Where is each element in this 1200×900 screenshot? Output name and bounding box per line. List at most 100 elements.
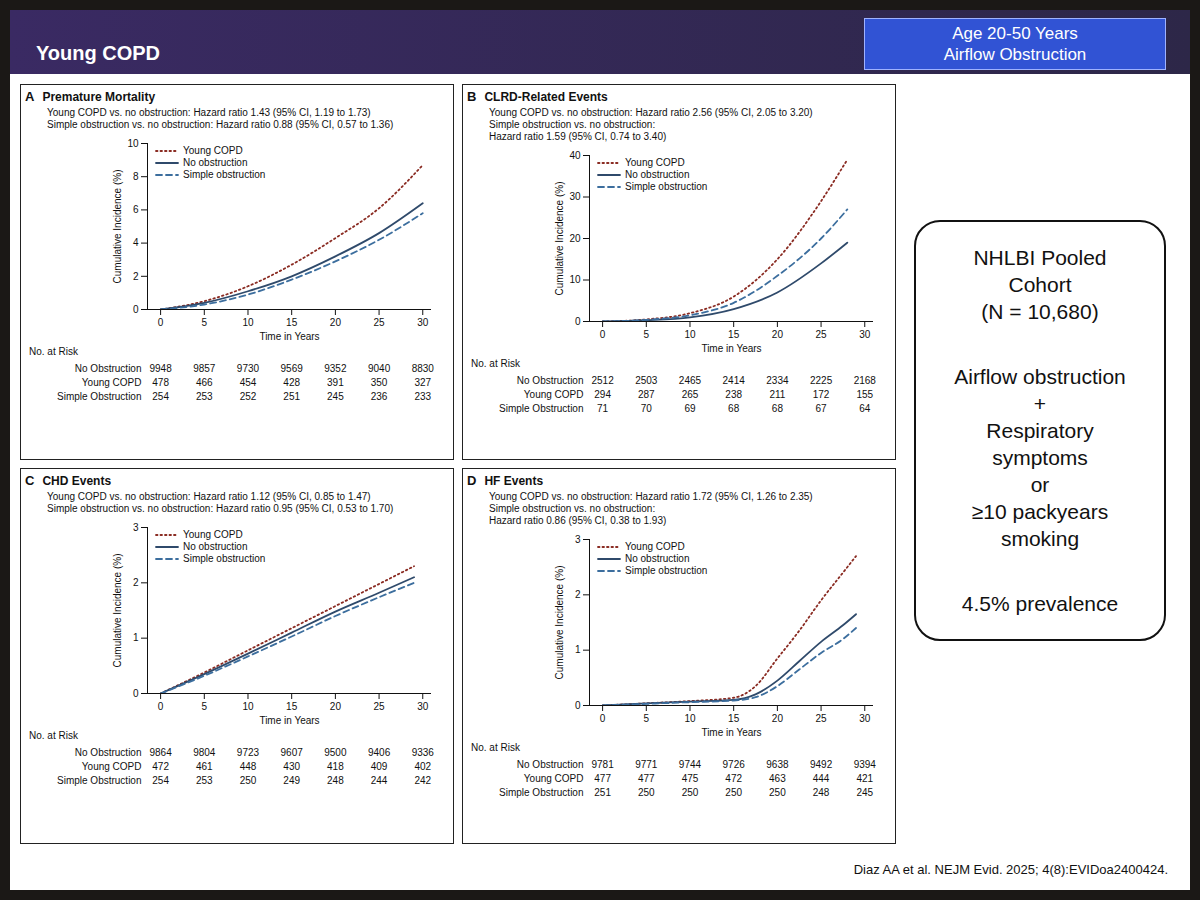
svg-text:172: 172 (813, 389, 830, 400)
svg-text:No Obstruction: No Obstruction (75, 747, 142, 758)
svg-text:287: 287 (638, 389, 655, 400)
svg-text:71: 71 (597, 403, 609, 414)
svg-text:9352: 9352 (324, 363, 347, 374)
svg-text:10: 10 (684, 329, 696, 340)
svg-text:0: 0 (600, 329, 606, 340)
svg-text:Simple Obstruction: Simple Obstruction (499, 403, 583, 414)
svg-text:Cumulative Incidence (%): Cumulative Incidence (%) (554, 182, 565, 296)
svg-text:10: 10 (569, 274, 581, 285)
svg-text:409: 409 (371, 761, 388, 772)
svg-text:Time in Years: Time in Years (259, 715, 319, 726)
svg-text:245: 245 (856, 787, 873, 798)
svg-text:350: 350 (371, 377, 388, 388)
svg-text:25: 25 (374, 701, 386, 712)
svg-text:30: 30 (569, 191, 581, 202)
svg-text:9781: 9781 (591, 759, 614, 770)
svg-text:6: 6 (133, 204, 139, 215)
svg-text:30: 30 (417, 317, 429, 328)
svg-text:242: 242 (414, 775, 431, 786)
svg-text:428: 428 (283, 377, 300, 388)
svg-text:0: 0 (158, 701, 164, 712)
svg-text:327: 327 (414, 377, 431, 388)
svg-text:2168: 2168 (854, 375, 877, 386)
svg-text:Simple Obstruction: Simple Obstruction (499, 787, 583, 798)
svg-text:5: 5 (202, 701, 208, 712)
svg-text:9771: 9771 (635, 759, 658, 770)
svg-text:Time in Years: Time in Years (701, 727, 761, 738)
svg-text:3: 3 (133, 522, 139, 533)
svg-text:444: 444 (813, 773, 830, 784)
svg-text:236: 236 (371, 391, 388, 402)
svg-text:Cumulative Incidence (%): Cumulative Incidence (%) (554, 566, 565, 680)
svg-text:211: 211 (769, 389, 785, 400)
svg-text:252: 252 (240, 391, 257, 402)
svg-text:30: 30 (859, 713, 871, 724)
svg-text:9744: 9744 (679, 759, 702, 770)
svg-text:9500: 9500 (324, 747, 347, 758)
svg-text:402: 402 (414, 761, 431, 772)
svg-text:20: 20 (330, 701, 342, 712)
svg-text:454: 454 (240, 377, 257, 388)
svg-text:Simple Obstruction: Simple Obstruction (57, 775, 141, 786)
svg-text:2334: 2334 (766, 375, 789, 386)
svg-text:244: 244 (371, 775, 388, 786)
svg-text:253: 253 (196, 391, 213, 402)
svg-text:Young COPD: Young COPD (82, 377, 142, 388)
svg-text:Young COPD: Young COPD (524, 773, 584, 784)
svg-text:Cumulative Incidence (%): Cumulative Incidence (%) (112, 170, 123, 284)
svg-text:30: 30 (859, 329, 871, 340)
svg-text:5: 5 (644, 713, 650, 724)
svg-text:421: 421 (856, 773, 873, 784)
svg-text:155: 155 (856, 389, 873, 400)
svg-text:5: 5 (202, 317, 208, 328)
svg-text:478: 478 (152, 377, 169, 388)
svg-text:8: 8 (133, 171, 139, 182)
svg-text:250: 250 (769, 787, 786, 798)
svg-text:248: 248 (813, 787, 830, 798)
svg-text:9336: 9336 (412, 747, 435, 758)
svg-text:2225: 2225 (810, 375, 833, 386)
svg-text:9040: 9040 (368, 363, 391, 374)
svg-text:9948: 9948 (149, 363, 172, 374)
svg-text:2512: 2512 (591, 375, 614, 386)
svg-text:Young COPD: Young COPD (82, 761, 142, 772)
svg-text:249: 249 (283, 775, 300, 786)
svg-text:0: 0 (575, 700, 581, 711)
svg-text:68: 68 (728, 403, 740, 414)
svg-text:251: 251 (594, 787, 611, 798)
svg-text:253: 253 (196, 775, 213, 786)
svg-text:20: 20 (772, 713, 784, 724)
svg-text:475: 475 (682, 773, 699, 784)
svg-text:477: 477 (638, 773, 655, 784)
svg-text:Time in Years: Time in Years (701, 343, 761, 354)
svg-text:9730: 9730 (237, 363, 260, 374)
svg-text:430: 430 (283, 761, 300, 772)
svg-text:294: 294 (594, 389, 611, 400)
svg-text:9857: 9857 (193, 363, 216, 374)
svg-text:391: 391 (327, 377, 344, 388)
svg-text:No Obstruction: No Obstruction (75, 363, 142, 374)
svg-text:3: 3 (575, 534, 581, 545)
svg-text:2: 2 (133, 577, 139, 588)
svg-text:5: 5 (644, 329, 650, 340)
svg-text:254: 254 (152, 775, 169, 786)
svg-text:64: 64 (859, 403, 871, 414)
svg-text:2: 2 (575, 589, 581, 600)
svg-text:0: 0 (133, 304, 139, 315)
svg-text:15: 15 (728, 329, 740, 340)
svg-text:10: 10 (684, 713, 696, 724)
svg-text:248: 248 (327, 775, 344, 786)
svg-text:10: 10 (242, 317, 254, 328)
svg-text:20: 20 (772, 329, 784, 340)
svg-text:15: 15 (728, 713, 740, 724)
svg-text:0: 0 (133, 688, 139, 699)
svg-text:68: 68 (772, 403, 784, 414)
svg-text:265: 265 (682, 389, 699, 400)
svg-text:20: 20 (330, 317, 342, 328)
svg-text:67: 67 (816, 403, 828, 414)
svg-text:9394: 9394 (854, 759, 877, 770)
svg-text:254: 254 (152, 391, 169, 402)
svg-text:9607: 9607 (281, 747, 304, 758)
svg-text:463: 463 (769, 773, 786, 784)
svg-text:250: 250 (240, 775, 257, 786)
